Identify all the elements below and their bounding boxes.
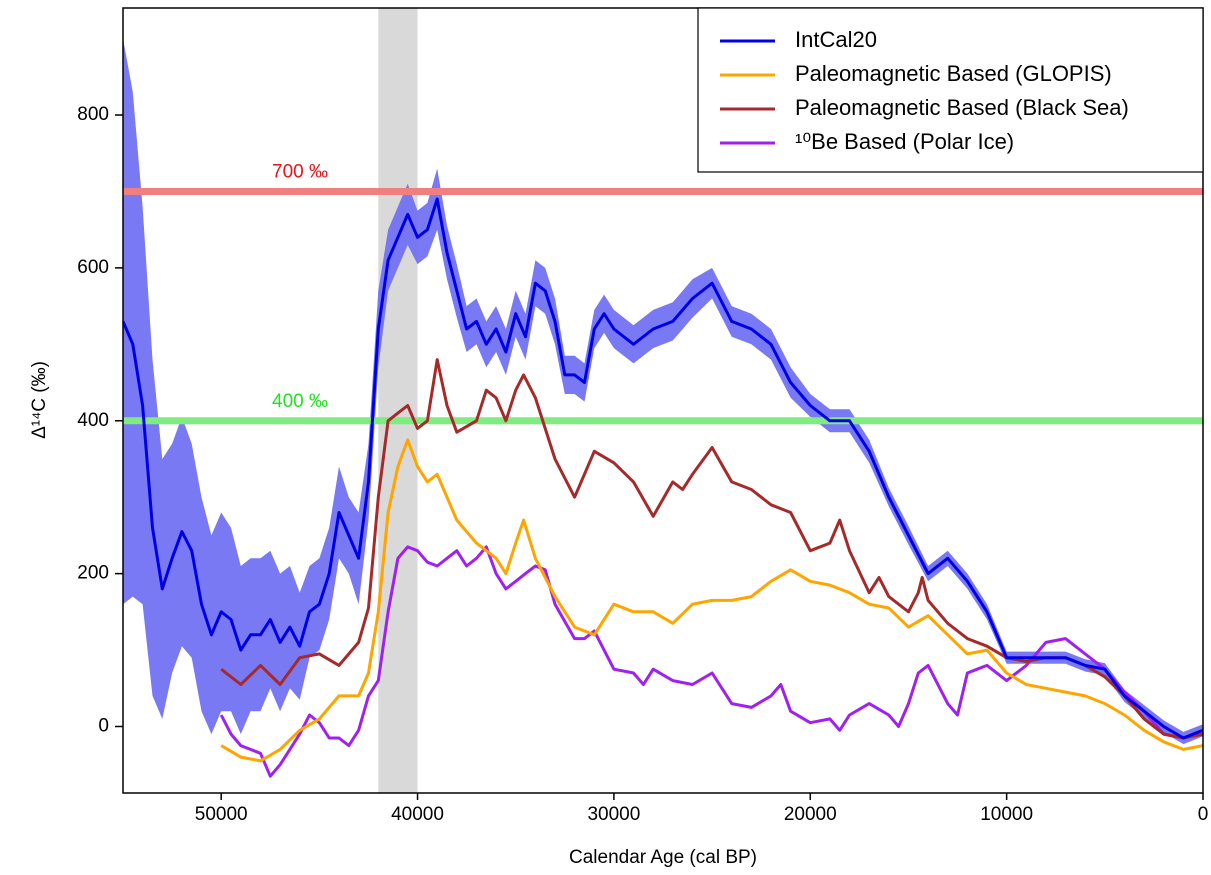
plot-area: 700 ‰ 400 ‰ xyxy=(123,8,1203,793)
plot-frame xyxy=(122,7,1204,794)
y-tick-label: 600 xyxy=(77,257,109,278)
series-line xyxy=(220,438,1203,763)
legend-label: ¹⁰Be Based (Polar Ice) xyxy=(795,129,1014,154)
x-tick-label: 30000 xyxy=(587,804,640,825)
x-tick-label: 50000 xyxy=(195,804,248,825)
x-axis-label: Calendar Age (cal BP) xyxy=(569,847,757,868)
x-tick-label: 0 xyxy=(1198,804,1209,825)
legend-label: IntCal20 xyxy=(795,27,877,52)
y-tick-label: 800 xyxy=(77,104,109,125)
y-tick-label: 400 xyxy=(77,410,109,431)
x-tick-label: 40000 xyxy=(391,804,444,825)
reference-label: 400 ‰ xyxy=(272,391,328,412)
series-line xyxy=(123,197,1203,740)
legend-label: Paleomagnetic Based (Black Sea) xyxy=(795,95,1129,120)
uncertainty-band xyxy=(123,38,1203,745)
x-tick-label: 10000 xyxy=(980,804,1033,825)
reference-label: 700 ‰ xyxy=(272,161,328,182)
x-tick-label: 20000 xyxy=(784,804,837,825)
y-tick-label: 200 xyxy=(77,563,109,584)
y-axis-label: Δ¹⁴C (‰) xyxy=(29,361,50,439)
legend-label: Paleomagnetic Based (GLOPIS) xyxy=(795,61,1112,86)
series-line xyxy=(219,545,1203,778)
shaded-region xyxy=(378,8,418,793)
legend-box xyxy=(697,7,1204,173)
y-tick-label: 0 xyxy=(98,716,109,737)
series-line xyxy=(220,358,1203,740)
axes: 50000 40000 30000 20000 10000 0 0 200 400 600 800 I… xyxy=(77,7,1209,825)
